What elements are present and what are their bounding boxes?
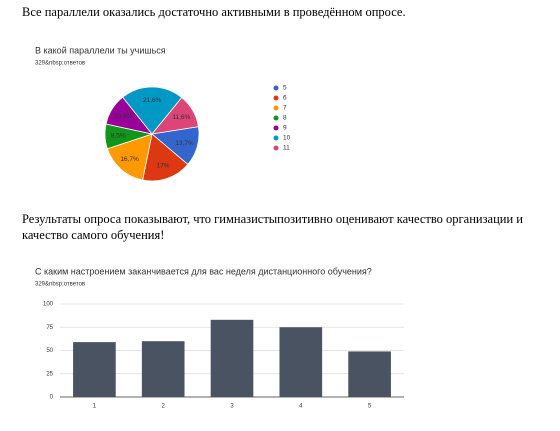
bar — [210, 319, 254, 397]
paragraph: Все параллели оказались достаточно актив… — [22, 5, 406, 19]
slice-label: 11,6% — [172, 114, 190, 121]
y-tick-label: 0 — [50, 395, 54, 401]
bar — [73, 342, 116, 397]
chart-subtitle: 329&nbsp;ответов — [35, 61, 85, 67]
y-tick-label: 100 — [43, 302, 54, 308]
y-tick-label: 50 — [46, 348, 53, 354]
legend-label: 10 — [283, 135, 291, 142]
y-tick-label: 25 — [46, 371, 53, 377]
legend-swatch — [273, 145, 279, 151]
legend-label: 5 — [283, 85, 287, 92]
chart-title: С каким настроением заканчивается для ва… — [35, 266, 372, 276]
pie-slice — [151, 97, 199, 135]
chart-title: В какой параллели ты учишься — [35, 45, 166, 55]
slice-label: 10,9% — [114, 113, 133, 120]
slice-label: 8,5% — [111, 133, 126, 140]
legend-label: 7 — [283, 105, 287, 112]
x-tick-label: 2 — [162, 404, 166, 410]
legend-label: 8 — [283, 115, 287, 122]
bar — [348, 351, 391, 397]
pie-slice — [122, 86, 183, 135]
legend-label: 9 — [283, 125, 287, 132]
x-tick-label: 1 — [93, 404, 97, 410]
legend-label: 6 — [283, 95, 287, 102]
bar — [279, 327, 323, 397]
x-tick-label: 5 — [368, 404, 372, 410]
legend-swatch — [273, 85, 279, 91]
slice-label: 16,7% — [120, 156, 139, 163]
legend-swatch — [273, 115, 279, 121]
slice-label: 21,6% — [143, 97, 162, 104]
x-tick-label: 4 — [299, 404, 303, 410]
legend-swatch — [273, 135, 279, 141]
legend-swatch — [273, 125, 279, 131]
legend-swatch — [273, 95, 279, 101]
chart-subtitle: 329&nbsp;ответов — [35, 282, 85, 288]
paragraph: Результаты опроса показывают, что гимназ… — [22, 212, 523, 242]
y-tick-label: 75 — [46, 325, 53, 331]
legend-label: 11 — [283, 145, 290, 152]
bar — [141, 341, 185, 397]
slice-label: 13,7% — [175, 140, 194, 147]
legend-swatch — [273, 105, 279, 111]
pie-slice — [142, 133, 189, 182]
slice-label: 17% — [157, 163, 170, 170]
x-tick-label: 3 — [230, 404, 234, 410]
